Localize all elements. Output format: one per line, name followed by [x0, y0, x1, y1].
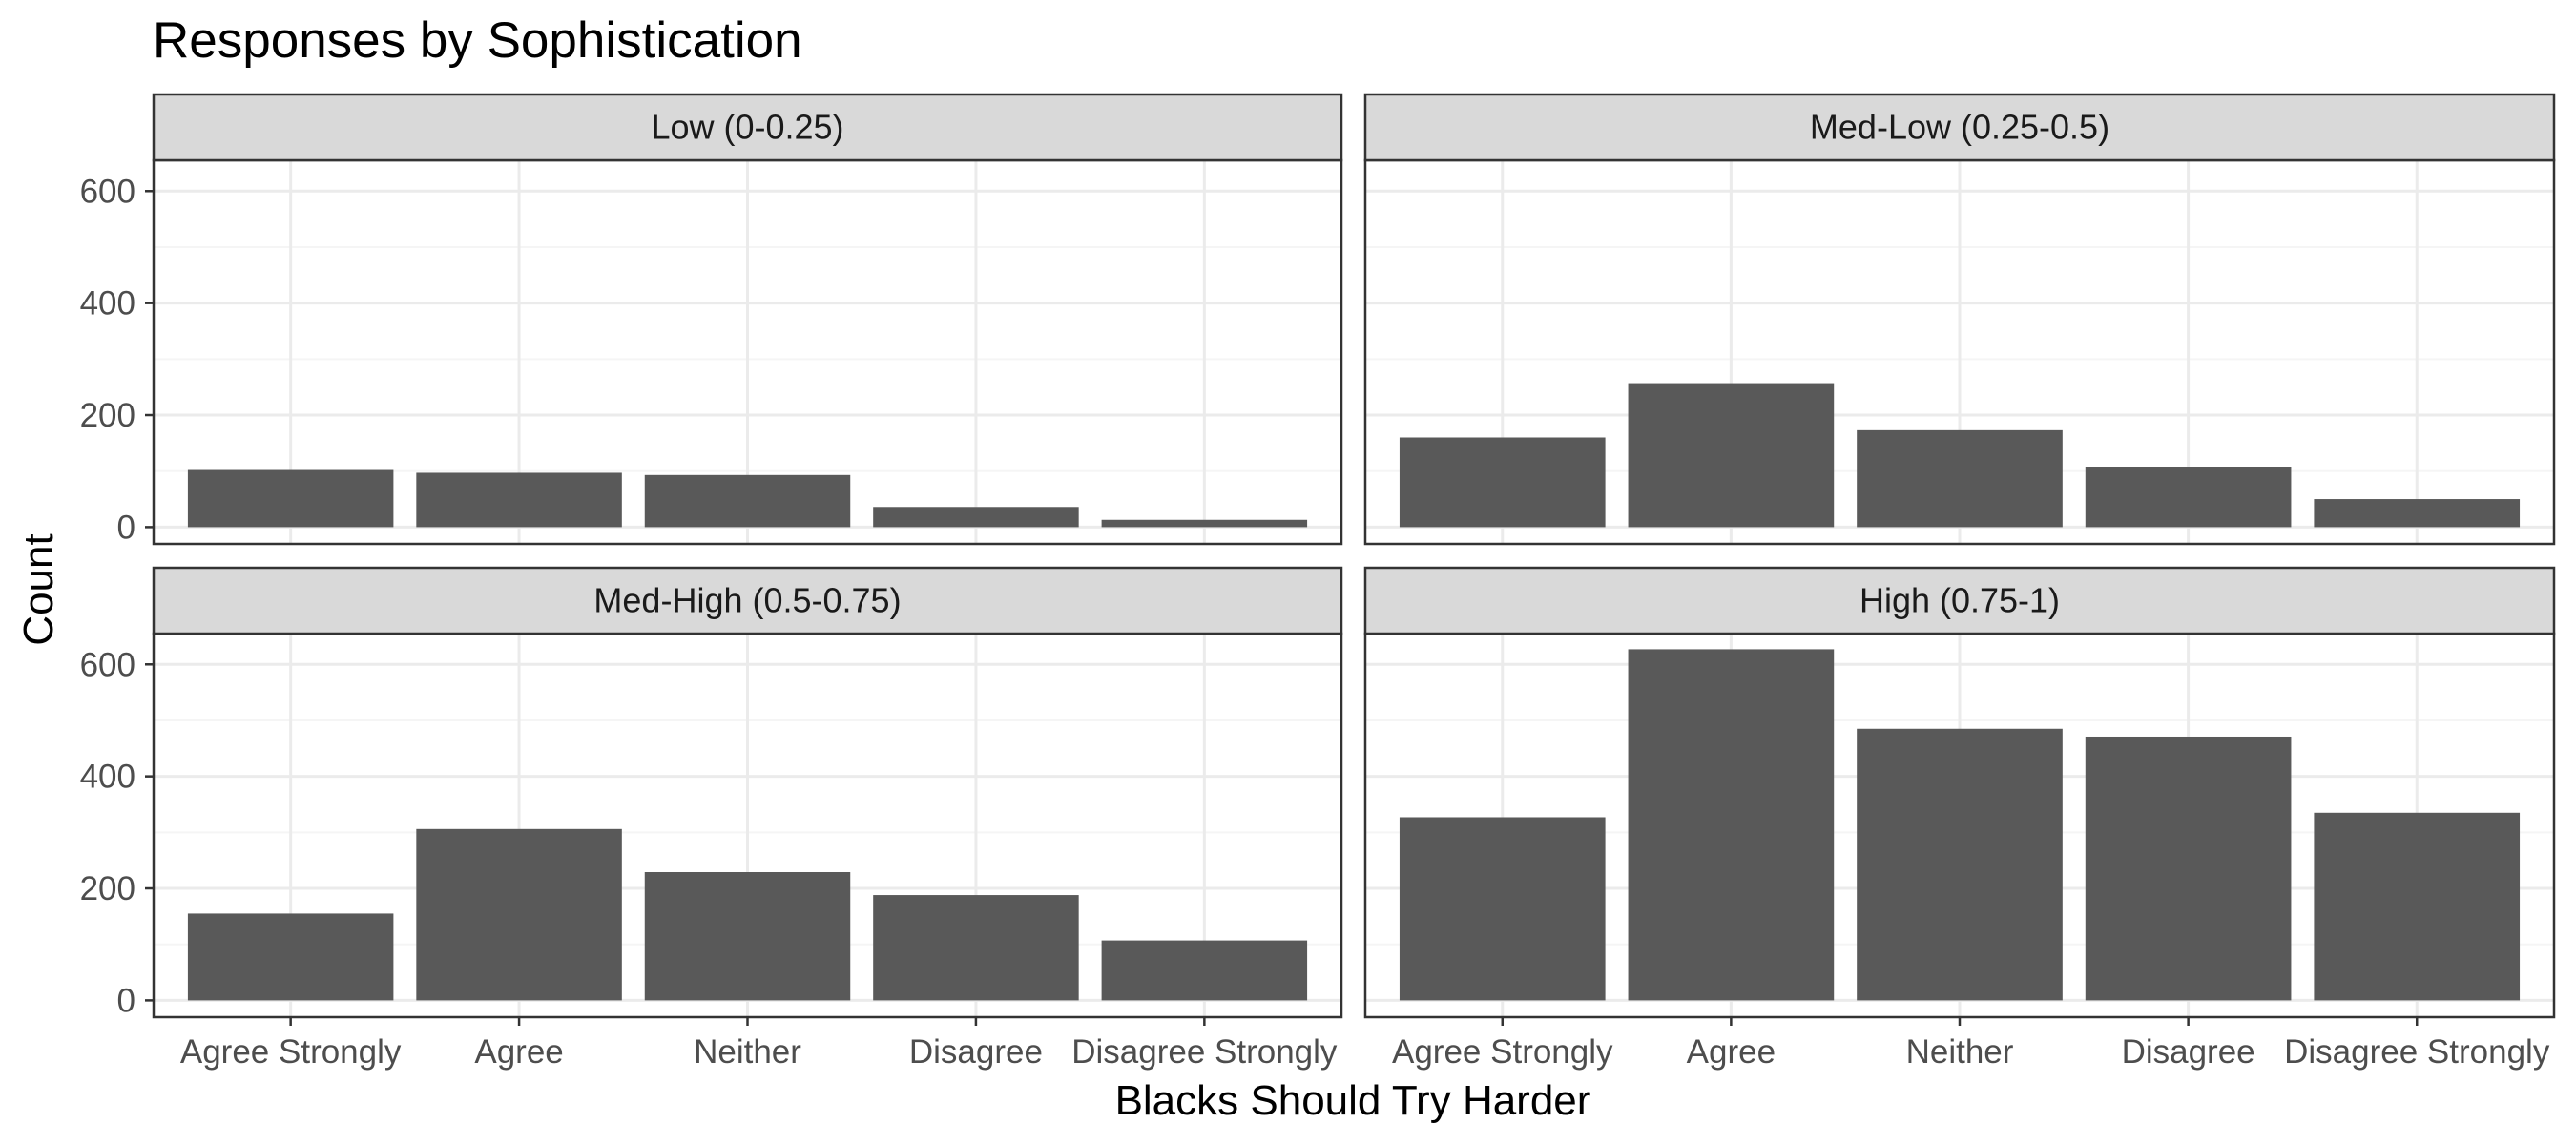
x-tick-label: Agree Strongly: [1392, 1033, 1613, 1071]
x-axis-title: Blacks Should Try Harder: [1115, 1077, 1591, 1124]
x-tick-label: Neither: [694, 1033, 801, 1071]
bar-disagree: [2085, 467, 2292, 528]
x-tick-label: Disagree Strongly: [2284, 1033, 2550, 1071]
x-tick-label: Neither: [1906, 1033, 2014, 1071]
bar-disagree: [873, 507, 1079, 528]
bar-neither: [1857, 429, 2063, 528]
x-tick-label: Disagree: [2122, 1033, 2255, 1071]
bar-agree: [416, 828, 622, 1001]
x-tick-label: Agree: [1687, 1033, 1776, 1071]
facet-strip-label: Med-Low (0.25-0.5): [1810, 108, 2109, 147]
bar-disagree-strongly: [2314, 499, 2521, 528]
x-tick-label: Agree Strongly: [180, 1033, 402, 1071]
bar-agree: [1628, 649, 1835, 1001]
facet-strip-label: High (0.75-1): [1859, 581, 2060, 620]
facet-panel: Low (0-0.25) 0 200 400 600: [80, 93, 1343, 546]
facet-strip: [152, 566, 1343, 635]
facet-strip: [1363, 566, 2556, 635]
x-tick-label: Agree: [474, 1033, 563, 1071]
y-tick-label: 600: [80, 646, 135, 683]
x-tick-label: Disagree: [909, 1033, 1043, 1071]
bar-disagree-strongly: [1101, 519, 1308, 528]
bar-agree-strongly: [1399, 437, 1606, 528]
bar-agree: [1628, 383, 1835, 528]
y-tick-label: 200: [80, 397, 135, 434]
y-axis-title: Count: [15, 533, 62, 645]
facet-strip-label: Med-High (0.5-0.75): [593, 581, 901, 620]
y-tick-label: 0: [117, 509, 135, 546]
bar-neither: [644, 474, 851, 528]
y-tick-label: 600: [80, 173, 135, 210]
facet-panel: Med-High (0.5-0.75) 0 200 400 600 Agree Stron…: [80, 566, 1343, 1071]
facet-panel: Med-Low (0.25-0.5): [1363, 93, 2556, 546]
bar-disagree-strongly: [1101, 940, 1308, 1001]
facet-panels: Low (0-0.25) 0 200 400 600 Med-Low (0.25-0.5)…: [80, 93, 2556, 1071]
facet-panel: High (0.75-1) Agree Strongly Agree Neither D…: [1363, 566, 2556, 1071]
bar-disagree: [2085, 736, 2292, 1001]
x-tick-label: Disagree Strongly: [1071, 1033, 1338, 1071]
y-tick-label: 200: [80, 870, 135, 907]
bar-agree-strongly: [1399, 817, 1606, 1001]
chart-title: Responses by Sophistication: [153, 12, 802, 69]
bar-neither: [644, 872, 851, 1001]
facet-strip: [152, 93, 1343, 162]
facet-strip-label: Low (0-0.25): [651, 108, 843, 147]
y-tick-label: 0: [117, 982, 135, 1019]
bar-neither: [1857, 728, 2063, 1001]
bar-agree-strongly: [187, 469, 394, 528]
bar-disagree-strongly: [2314, 812, 2521, 1001]
facet-strip: [1363, 93, 2556, 162]
bar-agree: [416, 472, 622, 528]
bar-disagree: [873, 895, 1079, 1001]
y-tick-label: 400: [80, 285, 135, 323]
bar-agree-strongly: [187, 913, 394, 1001]
y-tick-label: 400: [80, 759, 135, 796]
